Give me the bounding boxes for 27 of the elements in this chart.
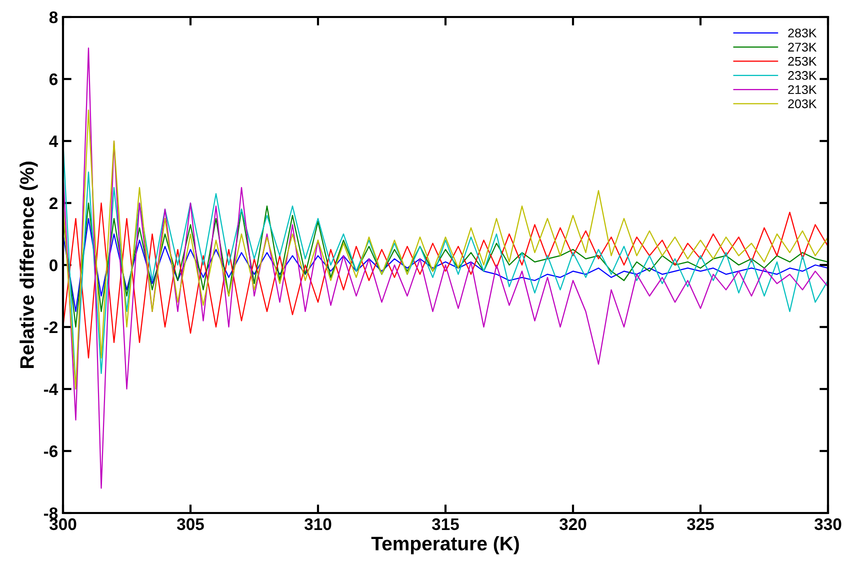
x-tick-label: 310 [304, 518, 332, 530]
legend-label: 273K [788, 42, 817, 52]
legend-label: 233K [788, 71, 817, 80]
x-tick-label: 330 [814, 518, 842, 530]
y-tick-label: 0 [50, 259, 58, 272]
line-series [63, 202, 828, 328]
line-series [63, 202, 828, 359]
y-tick-label: 4 [49, 136, 58, 148]
x-tick-label: 315 [432, 518, 459, 530]
y-tick-label: -2 [44, 321, 58, 334]
x-tick-label: 325 [686, 518, 714, 530]
y-tick-label: -4 [44, 384, 58, 396]
x-axis-title: Temperature (K) [371, 536, 519, 554]
x-tick-label: 305 [176, 518, 204, 530]
line-series [63, 218, 828, 312]
y-tick-label: 2 [49, 197, 58, 210]
y-tick-label: 8 [49, 11, 58, 24]
x-tick-label: 320 [559, 518, 586, 530]
y-tick-label: -8 [44, 507, 58, 520]
legend-label: 203K [788, 99, 817, 108]
legend-label: 253K [788, 56, 817, 66]
y-axis-title: Relative difference (%) [20, 162, 38, 368]
y-tick-label: 6 [49, 73, 58, 86]
legend-label: 283K [788, 28, 817, 38]
legend-label: 213K [788, 85, 817, 94]
x-tick-label: 300 [49, 518, 76, 530]
y-tick-label: -6 [44, 445, 58, 458]
